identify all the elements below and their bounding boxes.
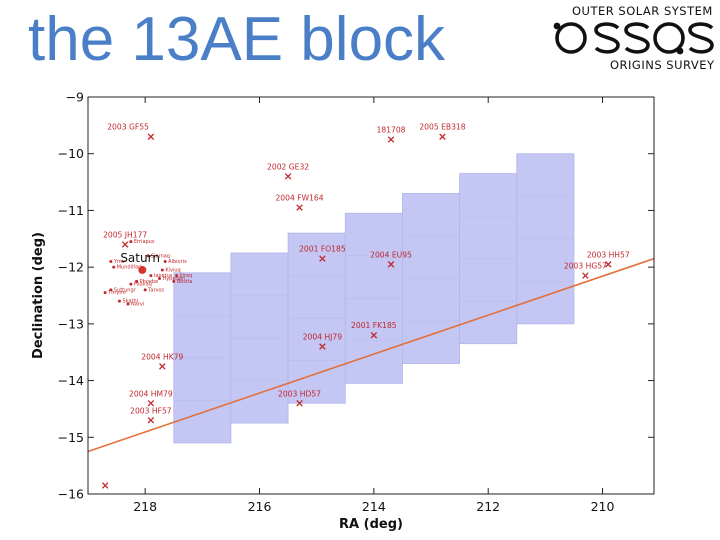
y-tick-label: −10 xyxy=(58,146,84,161)
object-marker xyxy=(296,399,303,407)
object-marker xyxy=(296,204,303,211)
moon-label: Hyperion xyxy=(162,276,185,282)
object-label: 2001 FO185 xyxy=(299,245,346,254)
moon-label: Iapetus xyxy=(154,273,173,279)
object-marker xyxy=(284,173,292,180)
object-marker xyxy=(605,261,612,268)
ecliptic-line xyxy=(87,257,655,453)
moon-point xyxy=(112,265,116,269)
moon-label: Suttungr xyxy=(114,287,137,293)
moon-point xyxy=(126,302,130,306)
y-tick-label: −11 xyxy=(58,203,84,218)
object-label: 2004 HJ79 xyxy=(303,333,343,342)
object-label: 2004 HK79 xyxy=(141,352,183,361)
object-label: 2005 EB318 xyxy=(419,123,465,132)
moon-label: Tarvos xyxy=(147,287,164,293)
object-label: 2003 HG57 xyxy=(564,262,607,271)
moon-point xyxy=(163,259,167,263)
moon-label: Kiviuq xyxy=(165,267,180,273)
y-tick-label: −14 xyxy=(58,373,84,388)
moon-point xyxy=(149,274,153,278)
object-label: 2004 FW164 xyxy=(275,194,323,203)
plot-frame xyxy=(87,96,655,495)
logo-bottom-text: ORIGINS SURVEY xyxy=(610,58,715,72)
object-marker xyxy=(147,133,155,140)
moon-point xyxy=(109,259,113,263)
object-label: 2003 HH57 xyxy=(587,250,630,259)
object-label: 181708 xyxy=(377,126,406,135)
object-label: 2004 EU95 xyxy=(370,250,412,259)
object-marker xyxy=(387,261,395,268)
moon-point xyxy=(129,240,133,244)
logo-top-text: OUTER SOLAR SYSTEM xyxy=(572,4,713,18)
y-axis-label: Declination (deg) xyxy=(31,232,46,359)
x-tick-label: 210 xyxy=(591,499,615,514)
moon-point xyxy=(157,276,161,280)
object-marker xyxy=(147,399,155,407)
y-tick-label: −12 xyxy=(58,260,84,275)
object-label: 2002 GE32 xyxy=(267,162,309,171)
object-marker xyxy=(319,343,326,350)
moon-label: Paaliaq xyxy=(134,282,152,288)
slide-title: the 13AE block xyxy=(28,5,446,74)
ossos-logo-mark xyxy=(553,22,714,55)
object-marker xyxy=(582,272,589,279)
moon-point xyxy=(117,299,121,303)
x-tick-label: 216 xyxy=(248,499,272,514)
moon-point xyxy=(135,279,139,283)
moon-label: Skathi xyxy=(122,299,138,305)
object-label: 2004 HM79 xyxy=(129,389,173,398)
moon-label: Phoebe xyxy=(140,279,159,285)
y-tick-label: −15 xyxy=(58,430,84,445)
moon-label: Bestla xyxy=(177,279,193,285)
object-marker xyxy=(439,133,446,140)
saturn-point xyxy=(138,265,147,274)
moon-label: Siarnaq xyxy=(151,253,170,259)
x-tick-label: 218 xyxy=(133,499,157,514)
object-marker xyxy=(147,417,155,424)
x-tick-label: 214 xyxy=(362,499,386,514)
moon-point xyxy=(175,274,179,278)
ossos-logo: OUTER SOLAR SYSTEM ORIGINS SURVEY xyxy=(552,4,716,74)
object-label: 2003 GF55 xyxy=(107,123,149,132)
object-label: 2003 HD57 xyxy=(278,389,321,398)
y-tick-label: −9 xyxy=(66,90,84,105)
saturn-label: Saturn xyxy=(120,251,160,265)
moon-label: Ijiraq xyxy=(180,273,193,279)
moon-label: Narvi xyxy=(131,302,144,308)
x-axis-label: RA (deg) xyxy=(339,517,403,532)
object-label: 2003 HF57 xyxy=(130,406,172,415)
object-marker xyxy=(387,136,395,143)
object-marker xyxy=(370,331,378,339)
moon-point xyxy=(109,288,113,292)
moon-label: Erriapus xyxy=(134,239,155,245)
moon-point xyxy=(146,254,150,258)
moon-point xyxy=(103,291,107,295)
object-marker xyxy=(319,255,326,262)
moon-point xyxy=(160,268,164,272)
moon-point xyxy=(172,279,176,283)
moon-point xyxy=(143,288,147,292)
x-tick-label: 212 xyxy=(476,499,500,514)
object-label: 2001 FK185 xyxy=(351,321,397,330)
object-marker xyxy=(121,241,129,248)
object-marker xyxy=(101,482,109,489)
y-tick-label: −13 xyxy=(58,316,84,331)
object-marker xyxy=(159,363,166,370)
moon-point xyxy=(129,282,133,286)
moon-label: Mundilfari xyxy=(117,265,142,271)
y-tick-label: −16 xyxy=(58,487,84,502)
moon-label: Thrymr xyxy=(107,290,127,296)
moon-label: Albiorix xyxy=(168,259,187,265)
moon-label: Ymir xyxy=(113,259,126,265)
object-label: 2005 JH177 xyxy=(103,230,147,239)
